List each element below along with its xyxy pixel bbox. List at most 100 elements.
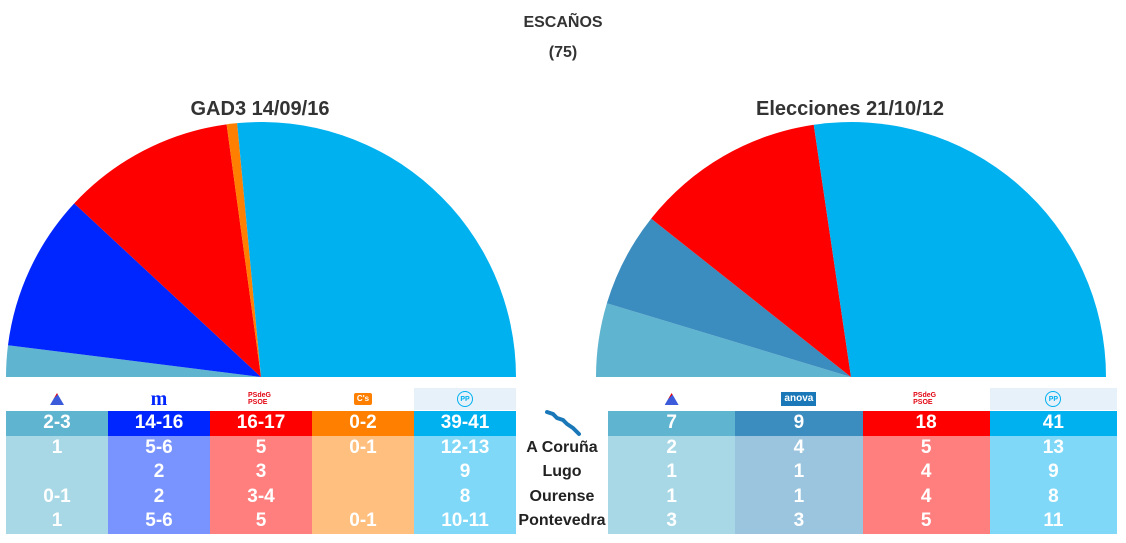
party-body bbox=[210, 435, 312, 534]
cs-logo: C's bbox=[353, 393, 373, 405]
en-marea-logo bbox=[50, 393, 64, 405]
province-seats: 5-6 bbox=[145, 510, 173, 531]
party-column: PP 39-41 12-13 9 8 10-11 bbox=[414, 388, 516, 534]
party-column: 2-3 1 0-1 1 bbox=[6, 388, 108, 534]
bng-logo: m bbox=[150, 388, 168, 410]
province-seats: 5 bbox=[255, 510, 267, 531]
party-body bbox=[6, 435, 108, 534]
psoe-logo: PSdeG PSOE bbox=[913, 392, 937, 406]
province-seats: 13 bbox=[1042, 436, 1064, 458]
province-seats: 0-1 bbox=[43, 485, 71, 507]
party-logo-cell: C's bbox=[312, 388, 414, 410]
province-seats: 1 bbox=[51, 436, 63, 458]
province-seats: 0-1 bbox=[349, 510, 377, 531]
province-seats: 1 bbox=[51, 510, 63, 531]
party-total: 14-16 bbox=[108, 411, 210, 436]
party-body bbox=[312, 435, 414, 534]
pp-logo: PP bbox=[457, 391, 473, 407]
party-column: C's 0-2 0-1 0-1 bbox=[312, 388, 414, 534]
province-seats bbox=[312, 485, 414, 510]
party-logo-cell bbox=[608, 388, 735, 410]
party-total: 0-2 bbox=[312, 411, 414, 436]
province-seats: 9 bbox=[1048, 461, 1059, 482]
en-marea-logo bbox=[664, 393, 679, 405]
province-seats: 1 bbox=[793, 485, 805, 507]
province-seats: 3 bbox=[666, 510, 677, 531]
party-column: anova 9 4 1 1 3 bbox=[735, 388, 863, 534]
party-logo-cell bbox=[6, 388, 108, 410]
party-total: 9 bbox=[735, 411, 863, 436]
province-seats: 8 bbox=[1048, 485, 1059, 507]
province-seats: 4 bbox=[920, 461, 932, 482]
province-seats: 9 bbox=[459, 461, 471, 482]
party-column: m 14-16 5-6 2 2 5-6 bbox=[108, 388, 210, 534]
header-title: ESCAÑOS bbox=[523, 14, 603, 31]
province-seats: 1 bbox=[666, 485, 677, 507]
province-seats: 3 bbox=[255, 461, 267, 482]
party-total: 16-17 bbox=[210, 411, 312, 436]
pie-slice-0-0 bbox=[6, 345, 261, 377]
province-seats bbox=[312, 460, 414, 485]
galicia-map-icon bbox=[545, 410, 581, 436]
party-body bbox=[989, 435, 1117, 534]
party-logo-cell: PP bbox=[414, 388, 516, 410]
province-seats bbox=[6, 460, 108, 485]
province-seats: 3-4 bbox=[247, 485, 275, 507]
party-body bbox=[862, 435, 990, 534]
province-label: Ourense bbox=[529, 487, 595, 505]
pie-slice-0-4 bbox=[237, 121, 517, 377]
province-seats: 1 bbox=[666, 461, 677, 482]
pie-slice-1-2 bbox=[651, 124, 851, 377]
pie-slice-1-3 bbox=[813, 122, 1106, 377]
province-seats: 2 bbox=[666, 436, 677, 458]
pie-slice-0-2 bbox=[74, 124, 261, 377]
pie-slice-1-0 bbox=[596, 303, 851, 377]
province-label: Lugo bbox=[542, 463, 582, 480]
party-column: PP 41 13 9 8 11 bbox=[989, 388, 1117, 534]
party-column: PSdeG PSOE 18 5 4 4 5 bbox=[862, 388, 990, 534]
province-seats: 5 bbox=[920, 510, 932, 531]
province-label: Pontevedra bbox=[518, 512, 606, 529]
province-seats: 2 bbox=[153, 485, 165, 507]
province-seats: 5 bbox=[255, 436, 267, 458]
province-seats: 1 bbox=[793, 461, 805, 482]
party-body bbox=[735, 435, 863, 534]
pie-slice-0-3 bbox=[226, 123, 261, 378]
province-seats: 11 bbox=[1043, 510, 1064, 531]
pie-slice-0-1 bbox=[7, 203, 262, 377]
province-seats: 2 bbox=[153, 461, 165, 482]
chart-title-left: GAD3 14/09/16 bbox=[190, 98, 330, 120]
header-subtitle: (75) bbox=[548, 44, 578, 61]
province-seats: 0-1 bbox=[349, 436, 377, 458]
party-total: 7 bbox=[608, 411, 736, 436]
party-body bbox=[108, 435, 210, 534]
party-logo-cell: m bbox=[108, 388, 210, 410]
party-body bbox=[414, 435, 516, 534]
province-seats: 3 bbox=[793, 510, 805, 531]
province-seats: 5 bbox=[920, 436, 932, 458]
party-total: 41 bbox=[989, 411, 1117, 436]
province-seats: 4 bbox=[793, 436, 805, 458]
party-total: 18 bbox=[862, 411, 990, 436]
party-total: 39-41 bbox=[414, 411, 516, 436]
party-body bbox=[608, 435, 736, 534]
province-seats: 8 bbox=[459, 485, 471, 507]
party-column: PSdeG PSOE 16-17 5 3 3-4 5 bbox=[210, 388, 312, 534]
party-logo-cell: PP bbox=[989, 388, 1117, 410]
province-seats: 4 bbox=[920, 485, 932, 507]
province-seats: 5-6 bbox=[145, 436, 173, 458]
party-total: 2-3 bbox=[6, 411, 108, 436]
party-logo-cell: PSdeG PSOE bbox=[863, 388, 990, 410]
party-logo-cell: PSdeG PSOE bbox=[210, 388, 312, 410]
chart-title-right: Elecciones 21/10/12 bbox=[756, 98, 944, 120]
pie-slice-1-1 bbox=[606, 218, 851, 377]
party-logo-cell: anova bbox=[735, 388, 862, 410]
psoe-logo: PSdeG PSOE bbox=[248, 392, 271, 406]
province-label: A Coruña bbox=[526, 438, 598, 456]
province-seats: 10-11 bbox=[441, 510, 489, 531]
pp-logo: PP bbox=[1045, 391, 1062, 407]
province-seats: 12-13 bbox=[440, 436, 490, 458]
age-logo: anova bbox=[781, 392, 817, 406]
